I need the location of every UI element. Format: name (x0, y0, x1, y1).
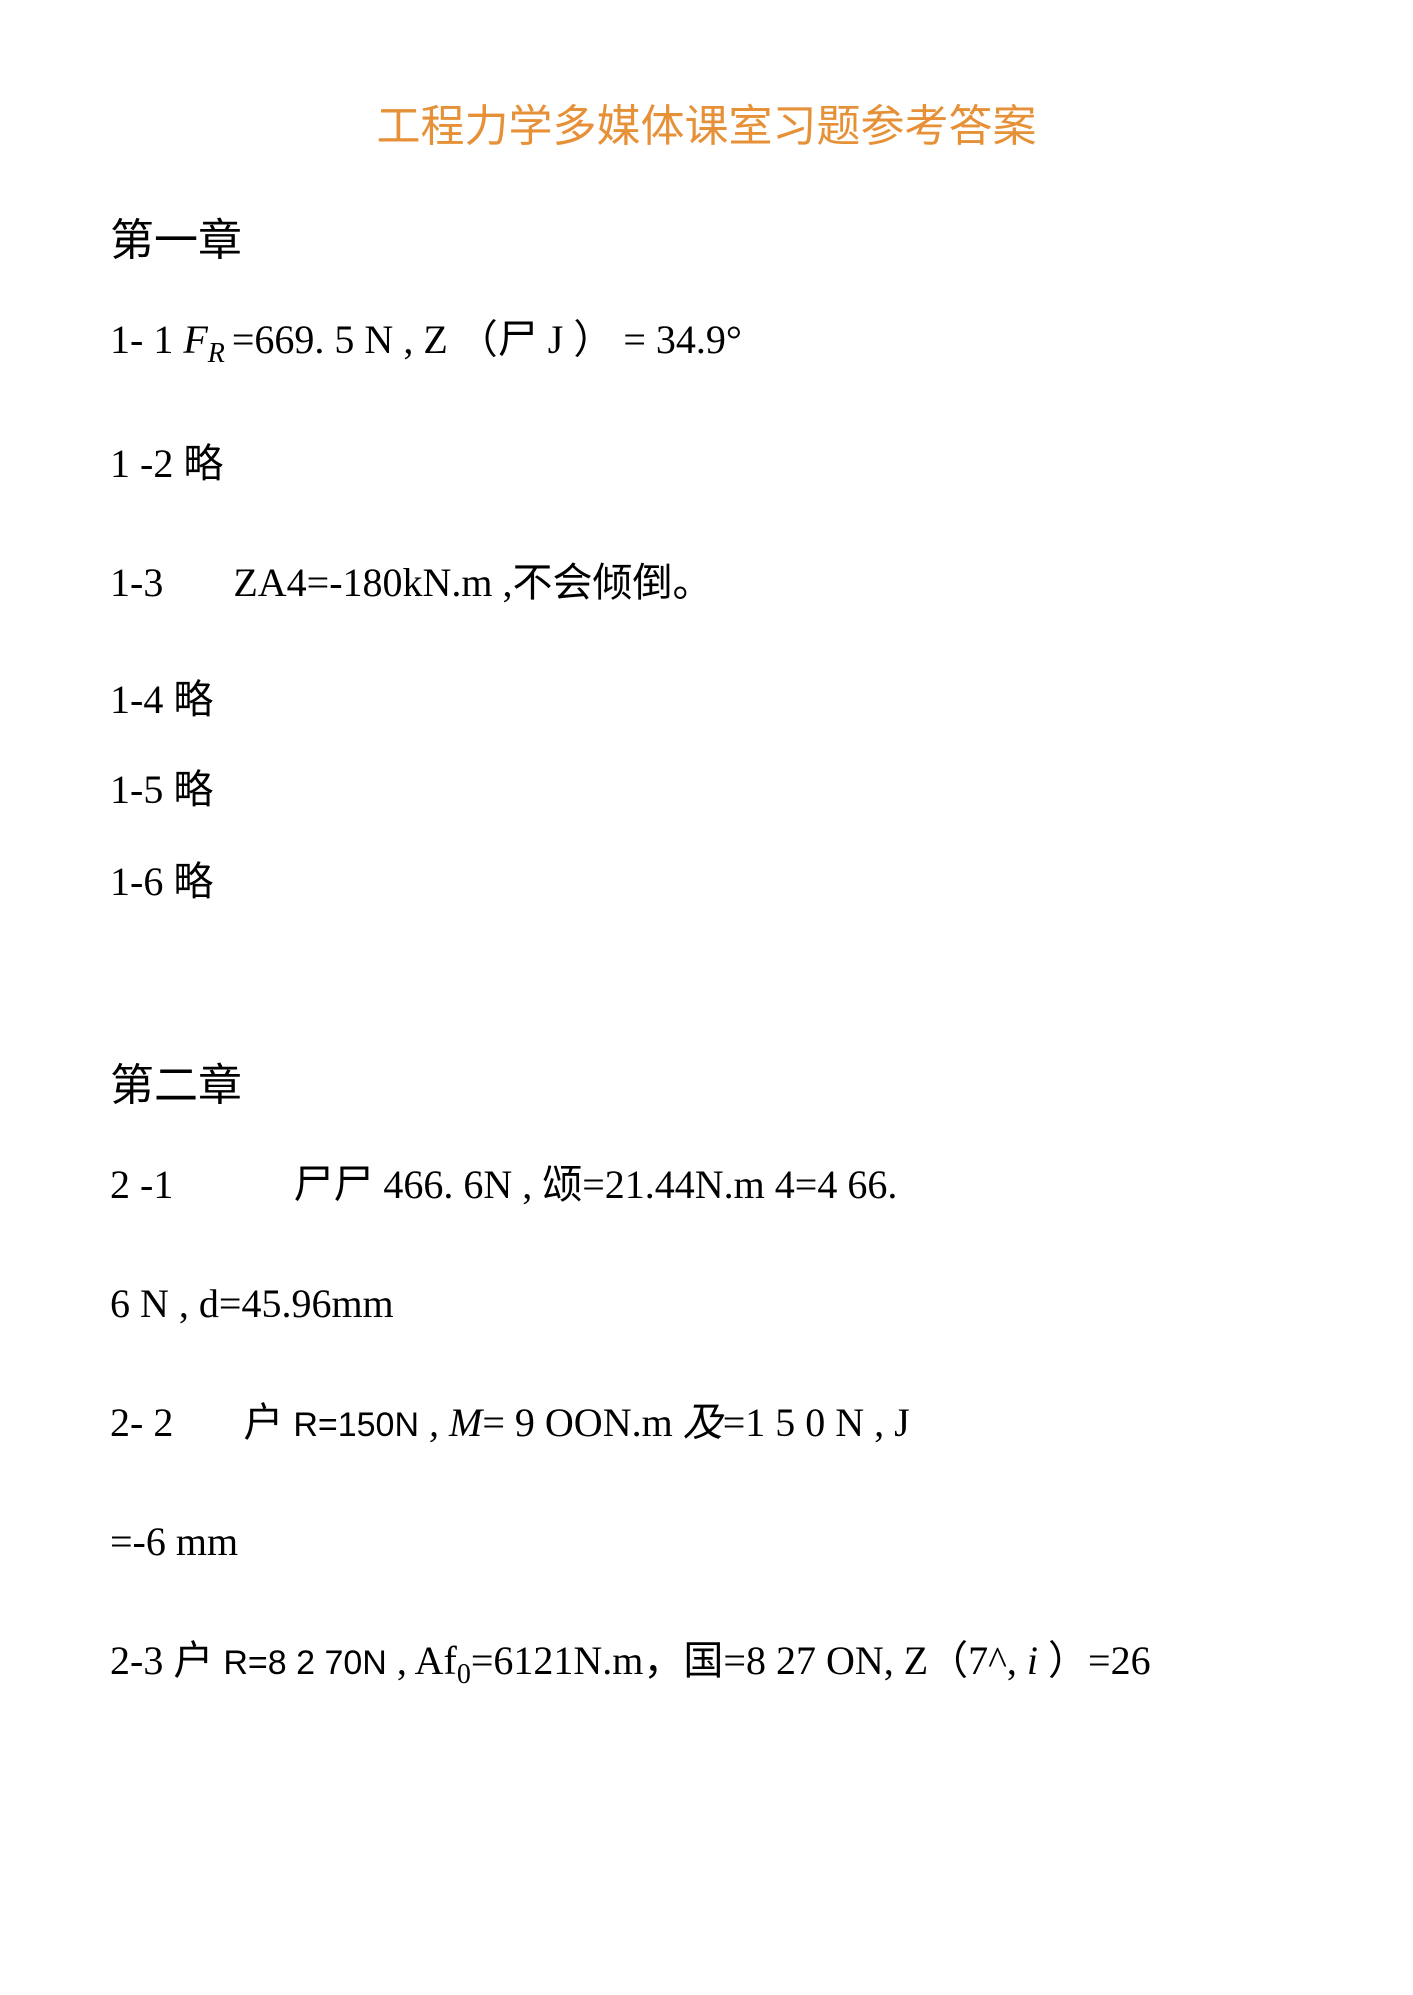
item-1-6: 1-6 略 (110, 850, 1303, 914)
item-2-3: 2-3 户 R=8 2 70N , Af0=6121N.m，国=8 27 ON,… (110, 1629, 1303, 1698)
spacer (110, 969, 1303, 1039)
item-2-3-b: =6121N.m，国=8 27 ON, Z（7^, (471, 1638, 1027, 1683)
item-1-1-prefix: 1- 1 (110, 317, 183, 362)
item-2-2-prefix: 2- 2 (110, 1400, 173, 1445)
item-1-3-prefix: 1-3 (110, 560, 163, 605)
item-1-4: 1-4 略 (110, 670, 1303, 730)
item-1-1-r: R (208, 338, 232, 369)
item-1-1-fr: F (183, 317, 207, 362)
item-2-3-prefix: 2-3 户 (110, 1638, 223, 1683)
item-2-1: 2 -1 尸尸 466. 6N , 颂=21.44N.m 4=4 66. (110, 1153, 1303, 1217)
item-2-1-prefix: 2 -1 (110, 1162, 173, 1207)
item-2-2-a: 户 (243, 1400, 293, 1445)
item-2-3-a: , Af (387, 1638, 457, 1683)
title-text: 工程力学多媒体课室习题参考答案 (377, 102, 1037, 151)
item-1-1-eq: =669. 5 N , Z （尸 J ） = 34.9° (232, 317, 742, 362)
item-1-3-body: ZA4=-180kN.m ,不会倾倒。 (233, 560, 712, 605)
item-1-2: 1 -2 略 (110, 432, 1303, 496)
item-2-2-d: =1 5 0 N , J (723, 1400, 910, 1445)
item-2-3-c: ）=26 (1048, 1638, 1151, 1683)
item-1-1: 1- 1 FR =669. 5 N , Z （尸 J ） = 34.9° (110, 308, 1303, 377)
chapter-2-heading: 第二章 (110, 1049, 1303, 1113)
item-2-2-m: M (449, 1400, 482, 1445)
item-1-3: 1-3 ZA4=-180kN.m ,不会倾倒。 (110, 551, 1303, 615)
item-2-3-sub0: 0 (457, 1659, 471, 1690)
item-1-5: 1-5 略 (110, 760, 1303, 820)
item-2-2-r: R=150N (293, 1406, 419, 1444)
document-title: 工程力学多媒体课室习题参考答案 (110, 90, 1303, 154)
item-2-2: 2- 2 户 R=150N , M= 9 OON.m 及=1 5 0 N , J (110, 1391, 1303, 1455)
item-2-3-i: i (1027, 1638, 1048, 1683)
item-2-2-c: = 9 OON.m (482, 1400, 682, 1445)
item-2-2-cont: =-6 mm (110, 1510, 1303, 1574)
chapter-1-heading: 第一章 (110, 204, 1303, 268)
item-2-2-b: , (419, 1400, 449, 1445)
item-2-1-cont: 6 N , d=45.96mm (110, 1272, 1303, 1336)
item-2-2-ji: 及 (683, 1400, 723, 1445)
item-2-3-r: R=8 2 70N (223, 1644, 387, 1682)
document-page: 工程力学多媒体课室习题参考答案 第一章 1- 1 FR =669. 5 N , … (0, 0, 1413, 1995)
item-2-1-body: 尸尸 466. 6N , 颂=21.44N.m 4=4 66. (293, 1162, 897, 1207)
